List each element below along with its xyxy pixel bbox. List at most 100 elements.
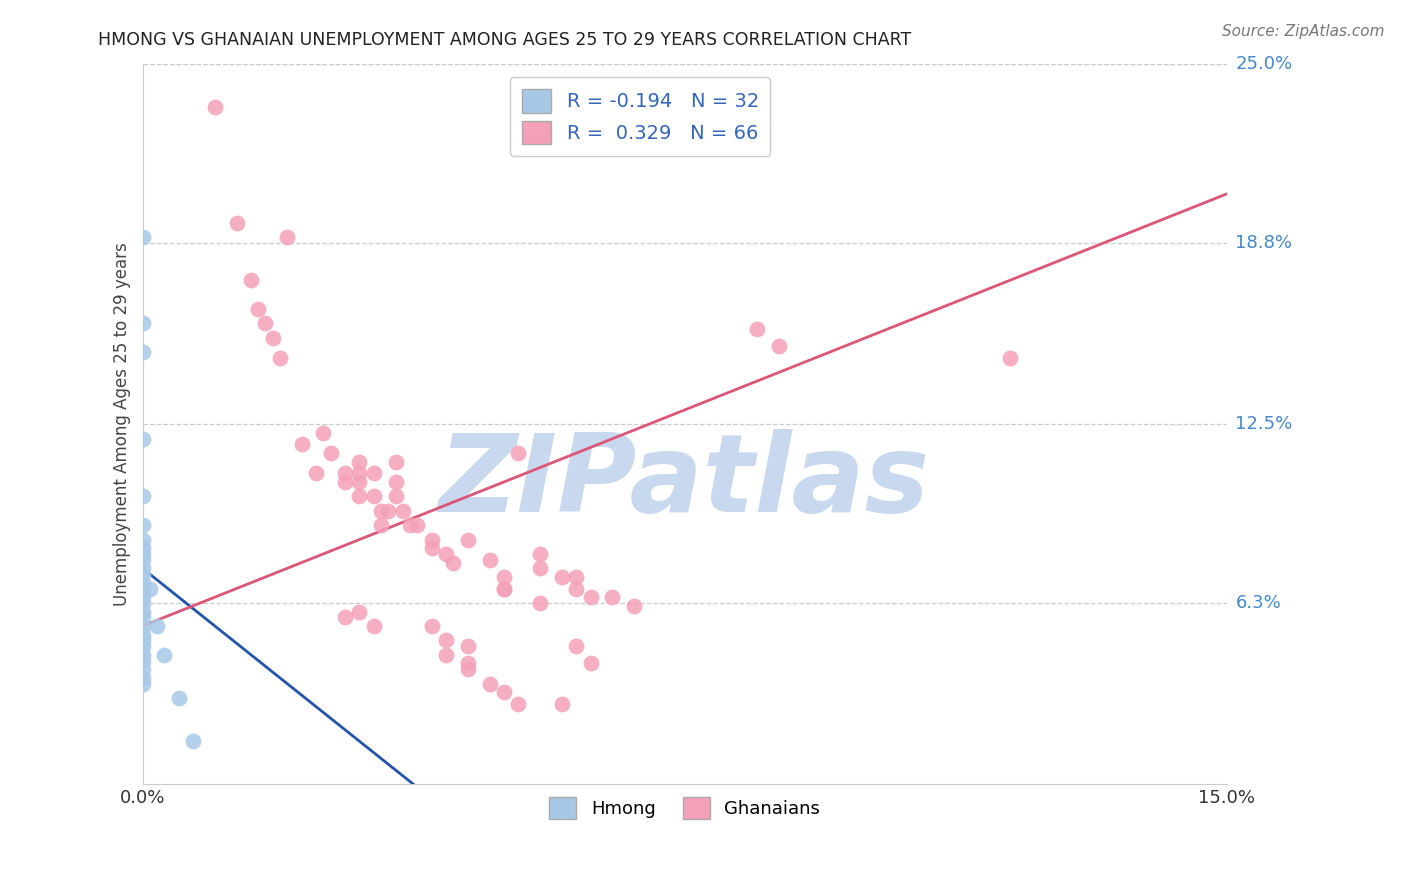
Point bbox=[370, 518, 392, 533]
Point bbox=[349, 467, 371, 481]
Point bbox=[370, 504, 392, 518]
Point bbox=[579, 590, 602, 604]
Point bbox=[131, 654, 153, 668]
Point bbox=[131, 533, 153, 547]
Point bbox=[131, 648, 153, 662]
Point bbox=[131, 541, 153, 556]
Point bbox=[349, 475, 371, 489]
Text: 12.5%: 12.5% bbox=[1236, 416, 1292, 434]
Y-axis label: Unemployment Among Ages 25 to 29 years: Unemployment Among Ages 25 to 29 years bbox=[114, 243, 131, 607]
Point bbox=[312, 425, 335, 440]
Point bbox=[434, 547, 457, 561]
Point bbox=[131, 662, 153, 676]
Point bbox=[131, 619, 153, 633]
Point bbox=[508, 697, 530, 711]
Point bbox=[363, 619, 385, 633]
Point bbox=[551, 570, 574, 584]
Point bbox=[998, 351, 1021, 365]
Point bbox=[529, 547, 551, 561]
Text: ZIPatlas: ZIPatlas bbox=[439, 429, 931, 535]
Text: Source: ZipAtlas.com: Source: ZipAtlas.com bbox=[1222, 24, 1385, 39]
Point bbox=[269, 351, 291, 365]
Point bbox=[508, 446, 530, 460]
Point bbox=[225, 216, 247, 230]
Point bbox=[363, 489, 385, 503]
Point bbox=[391, 504, 413, 518]
Point bbox=[181, 734, 204, 748]
Legend: Hmong, Ghanaians: Hmong, Ghanaians bbox=[543, 789, 827, 826]
Point bbox=[602, 590, 624, 604]
Point bbox=[349, 455, 371, 469]
Text: 18.8%: 18.8% bbox=[1236, 234, 1292, 252]
Point bbox=[377, 504, 399, 518]
Point bbox=[551, 697, 574, 711]
Point bbox=[420, 541, 443, 556]
Point bbox=[131, 552, 153, 566]
Point bbox=[131, 671, 153, 685]
Point bbox=[492, 685, 515, 699]
Point bbox=[745, 322, 768, 336]
Text: HMONG VS GHANAIAN UNEMPLOYMENT AMONG AGES 25 TO 29 YEARS CORRELATION CHART: HMONG VS GHANAIAN UNEMPLOYMENT AMONG AGE… bbox=[98, 31, 911, 49]
Point bbox=[204, 100, 226, 114]
Point bbox=[441, 556, 464, 570]
Point bbox=[399, 518, 422, 533]
Point bbox=[131, 575, 153, 590]
Point bbox=[276, 230, 298, 244]
Point bbox=[131, 317, 153, 331]
Point bbox=[529, 596, 551, 610]
Point bbox=[478, 676, 501, 690]
Point bbox=[420, 619, 443, 633]
Text: 25.0%: 25.0% bbox=[1236, 55, 1292, 73]
Point bbox=[492, 582, 515, 596]
Point bbox=[529, 561, 551, 575]
Point bbox=[131, 627, 153, 641]
Point bbox=[131, 633, 153, 648]
Point bbox=[131, 561, 153, 575]
Point bbox=[131, 567, 153, 582]
Point bbox=[131, 582, 153, 596]
Point bbox=[131, 489, 153, 503]
Point bbox=[153, 648, 176, 662]
Point bbox=[406, 518, 429, 533]
Point bbox=[565, 570, 588, 584]
Point bbox=[131, 230, 153, 244]
Point bbox=[131, 676, 153, 690]
Point bbox=[565, 582, 588, 596]
Point bbox=[333, 475, 356, 489]
Point bbox=[623, 599, 645, 613]
Point bbox=[333, 467, 356, 481]
Point bbox=[478, 552, 501, 566]
Point bbox=[131, 596, 153, 610]
Point bbox=[262, 331, 284, 345]
Point bbox=[384, 455, 406, 469]
Point bbox=[333, 610, 356, 624]
Point bbox=[349, 489, 371, 503]
Point bbox=[363, 467, 385, 481]
Point bbox=[167, 691, 190, 706]
Point bbox=[131, 639, 153, 653]
Point bbox=[290, 437, 312, 451]
Point bbox=[247, 301, 270, 316]
Point bbox=[131, 590, 153, 604]
Point bbox=[139, 582, 162, 596]
Point bbox=[131, 432, 153, 446]
Point bbox=[492, 582, 515, 596]
Point bbox=[131, 547, 153, 561]
Point bbox=[457, 639, 479, 653]
Point bbox=[768, 339, 790, 353]
Point bbox=[131, 345, 153, 359]
Point bbox=[131, 605, 153, 619]
Point bbox=[146, 619, 169, 633]
Point bbox=[457, 657, 479, 671]
Point bbox=[492, 570, 515, 584]
Point bbox=[131, 518, 153, 533]
Point bbox=[457, 533, 479, 547]
Point bbox=[420, 533, 443, 547]
Point bbox=[579, 657, 602, 671]
Text: 6.3%: 6.3% bbox=[1236, 594, 1281, 612]
Point bbox=[384, 475, 406, 489]
Point bbox=[457, 662, 479, 676]
Point bbox=[434, 648, 457, 662]
Point bbox=[131, 610, 153, 624]
Point bbox=[434, 633, 457, 648]
